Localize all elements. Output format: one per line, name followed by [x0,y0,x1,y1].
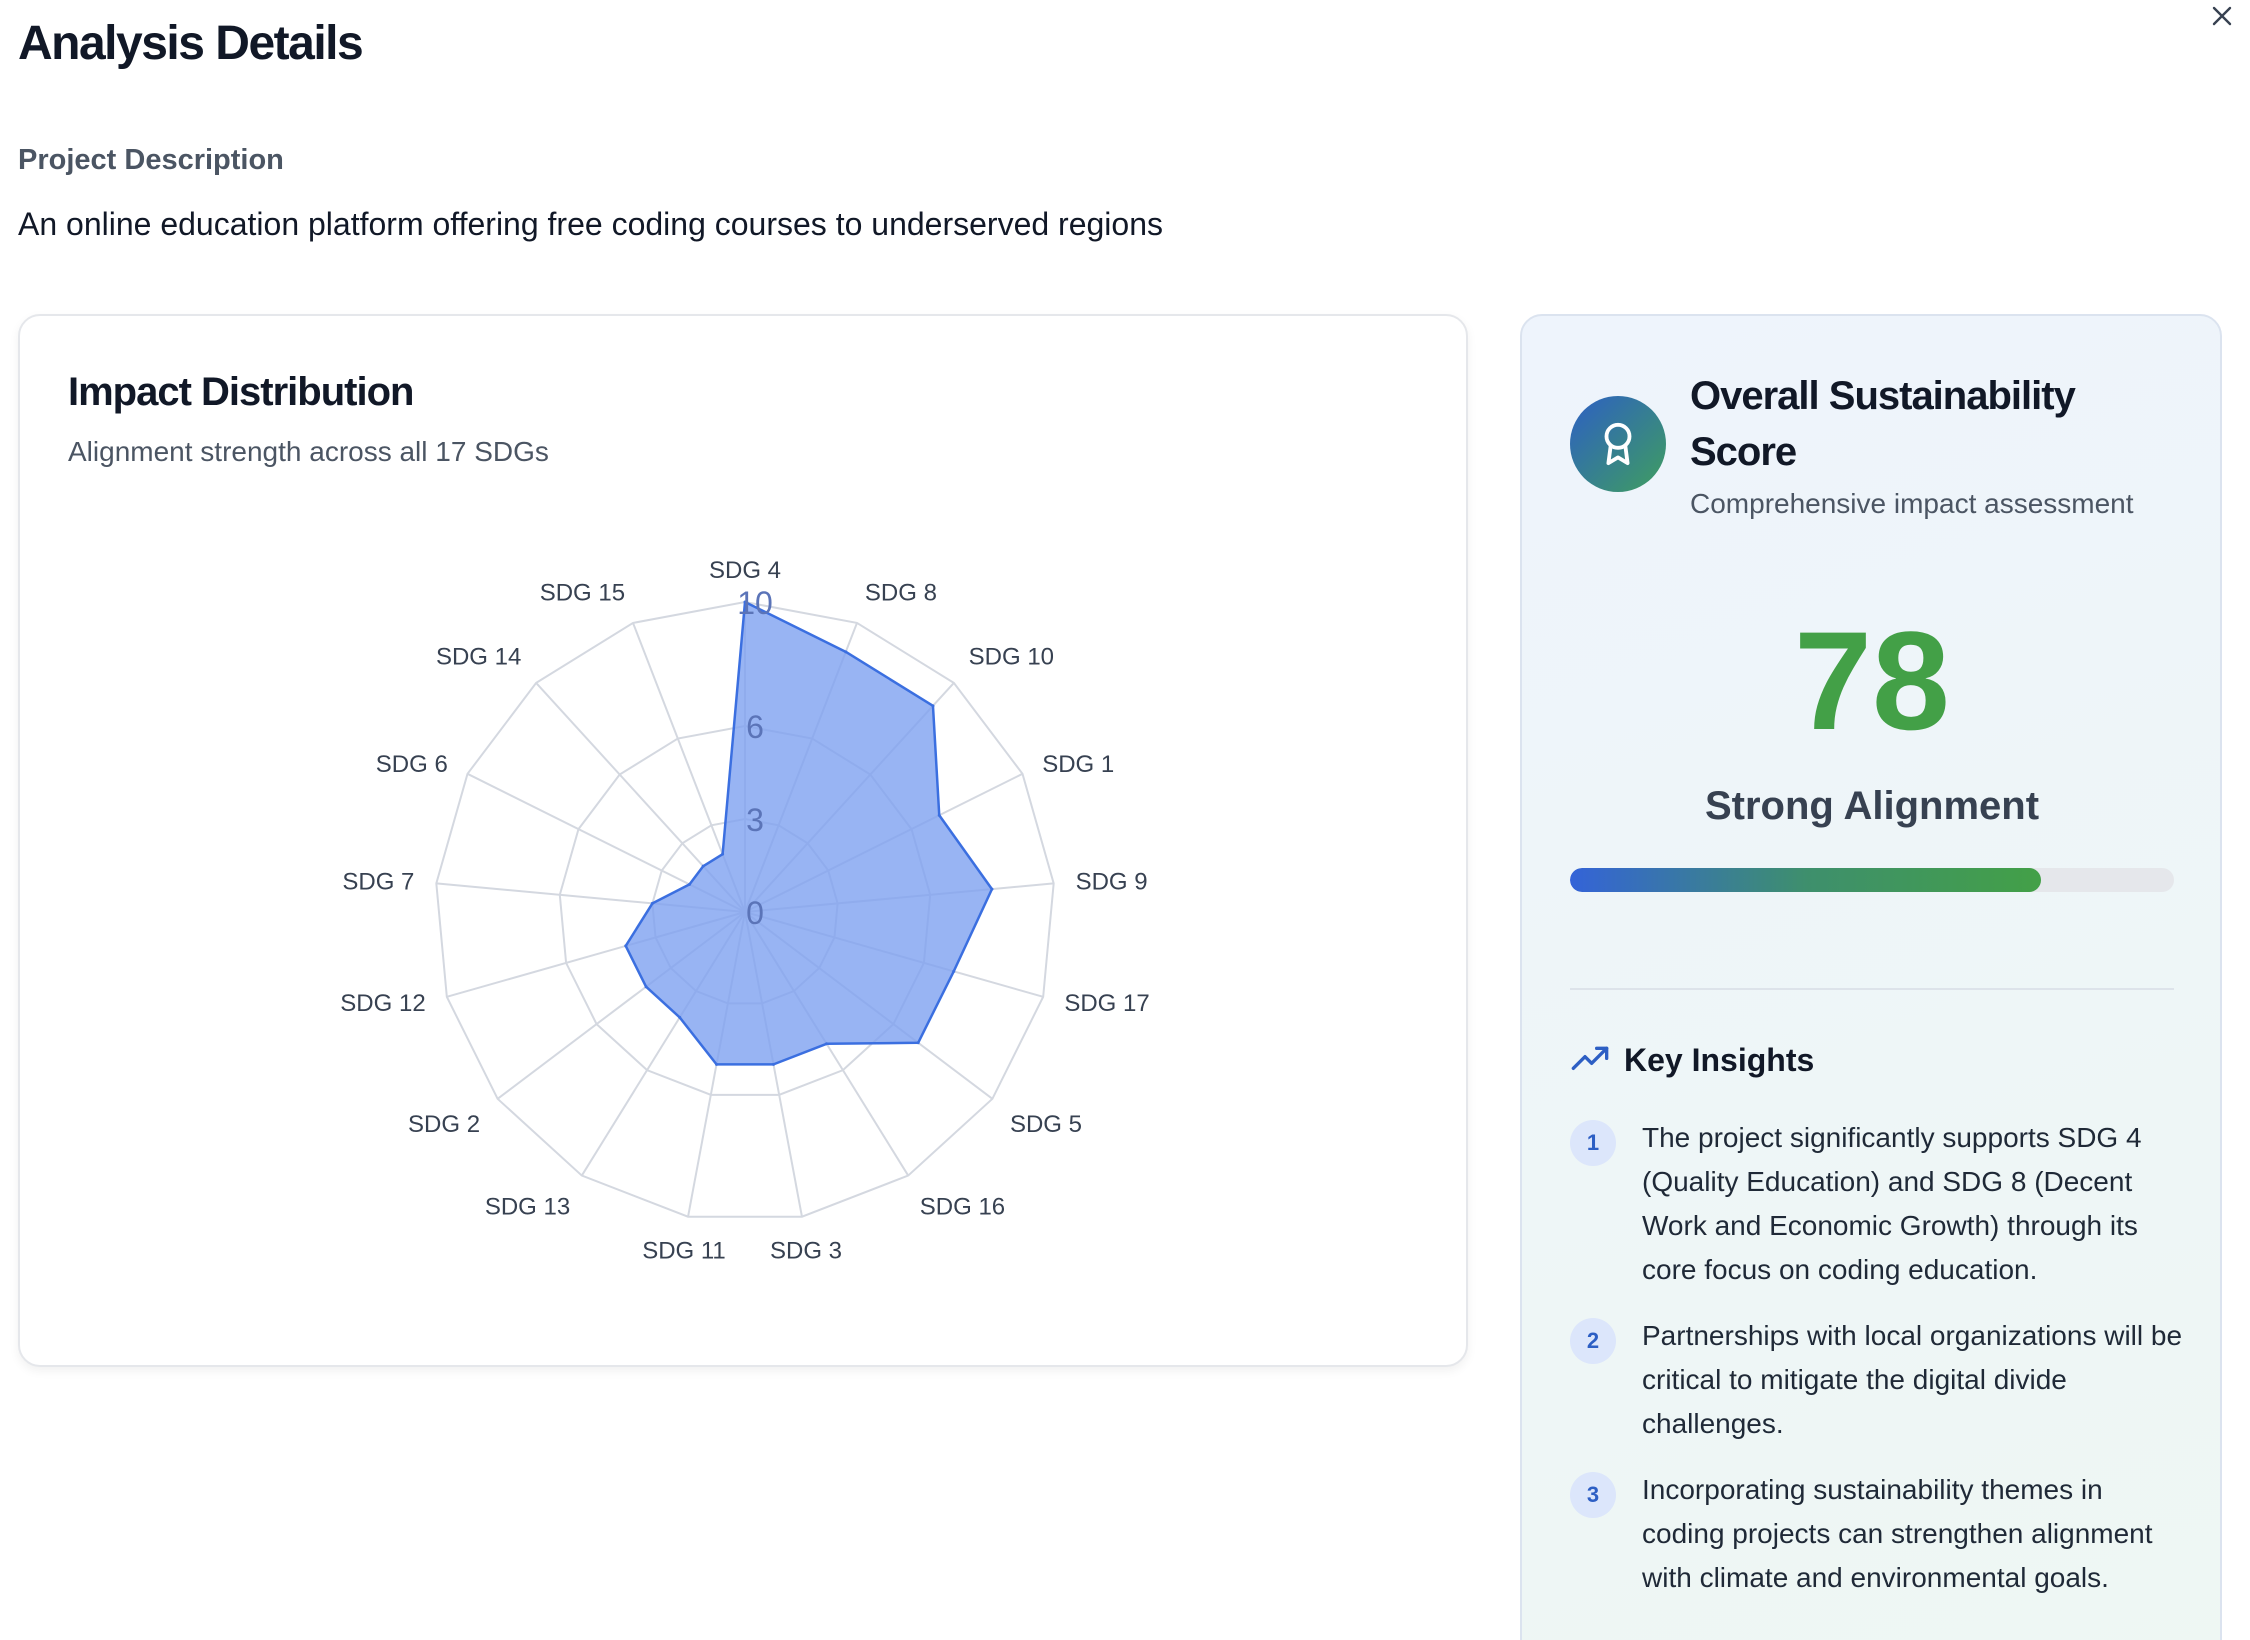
radar-data-point [701,864,705,868]
radar-data-point [916,1041,920,1045]
radar-tick-label: 6 [746,709,764,745]
radar-data-point [825,1042,829,1046]
radar-data-point [624,944,628,948]
radar-category-label: SDG 8 [865,579,937,606]
radar-data-point [743,600,747,604]
radar-tick-label: 10 [737,585,773,621]
radar-data-point [644,985,648,989]
insight-item: 3 Incorporating sustainability themes in… [1570,1468,2190,1600]
radar-data-point [990,887,994,891]
radar-data-point [844,650,848,654]
insight-number-badge: 1 [1570,1120,1616,1166]
insight-item: 2 Partnerships with local organizations … [1570,1314,2190,1446]
radar-data-point [721,852,725,856]
radar-category-label: SDG 14 [436,644,521,671]
insight-item: 1 The project significantly supports SDG… [1570,1116,2190,1292]
award-badge [1570,396,1666,492]
radar-category-label: SDG 13 [485,1193,570,1220]
divider [1570,988,2174,990]
radar-category-label: SDG 1 [1042,751,1114,778]
radar-tick-label: 0 [746,895,764,931]
key-insights-header: Key Insights [1570,1040,1814,1080]
project-description-text: An online education platform offering fr… [18,206,1163,242]
score-subtitle: Comprehensive impact assessment [1690,488,2134,519]
radar-category-label: SDG 11 [642,1237,726,1264]
radar-category-label: SDG 5 [1010,1111,1082,1138]
radar-category-label: SDG 7 [342,868,414,895]
key-insights-title: Key Insights [1624,1041,1815,1078]
radar-category-label: SDG 16 [920,1193,1005,1220]
score-progress-bar [1570,868,2174,892]
radar-data-point [771,1062,775,1066]
radar-category-labels: SDG 4 SDG 8 SDG 10 SDG 1 SDG 9 SDG 17 SDG 5 SDG… [340,557,1149,1264]
radar-category-label: SDG 17 [1064,990,1149,1017]
award-icon [1604,422,1632,466]
radar-category-label: SDG 3 [770,1237,842,1264]
insight-text: The project significantly supports SDG 4… [1642,1122,2142,1285]
impact-card-subtitle: Alignment strength across all 17 SDGs [68,436,549,467]
radar-category-label: SDG 2 [408,1111,480,1138]
radar-data-area [624,600,994,1066]
radar-tick-label: 3 [746,802,764,838]
score-rating: Strong Alignment [1704,784,2040,828]
score-progress-fill [1570,868,2042,892]
project-description-label: Project Description [18,144,284,176]
radar-grid-ring [435,600,1055,1218]
radar-category-label: SDG 4 [709,557,781,584]
radar-category-label: SDG 10 [969,644,1054,671]
insight-text: Incorporating sustainability themes in c… [1642,1474,2153,1593]
insights-list: 1 The project significantly supports SDG… [1570,1116,2190,1622]
insight-number-badge: 2 [1570,1318,1616,1364]
radar-area-layer [624,600,994,1066]
sustainability-score-card: Overall Sustainability Score Comprehensi… [1520,314,2222,1640]
radar-data-point [937,813,941,817]
trending-up-icon [1571,1046,1609,1070]
close-button[interactable] [2206,0,2238,32]
impact-distribution-card: Impact Distribution Alignment strength a… [18,314,1468,1367]
radar-category-label: SDG 12 [340,990,425,1017]
close-icon[interactable] [2210,4,2234,28]
radar-category-label: SDG 9 [1076,868,1148,895]
radar-category-label: SDG 6 [376,751,448,778]
radar-data-point [931,704,935,708]
score-title: Overall Sustainability Score [1690,374,2076,474]
radar-data-point [650,901,654,905]
radar-data-point [715,1062,719,1066]
radar-tick-labels: 0 3 6 10 [737,585,773,931]
page-title: Analysis Details [18,17,364,70]
radar-data-point [952,969,956,973]
impact-card-title: Impact Distribution [68,370,414,414]
radar-data-point [687,882,691,886]
insight-text: Partnerships with local organizations wi… [1642,1320,2183,1439]
insight-number-badge: 3 [1570,1472,1616,1518]
score-value: 78 [1794,602,1950,759]
radar-category-label: SDG 15 [540,579,625,606]
radar-data-point [678,1015,682,1019]
